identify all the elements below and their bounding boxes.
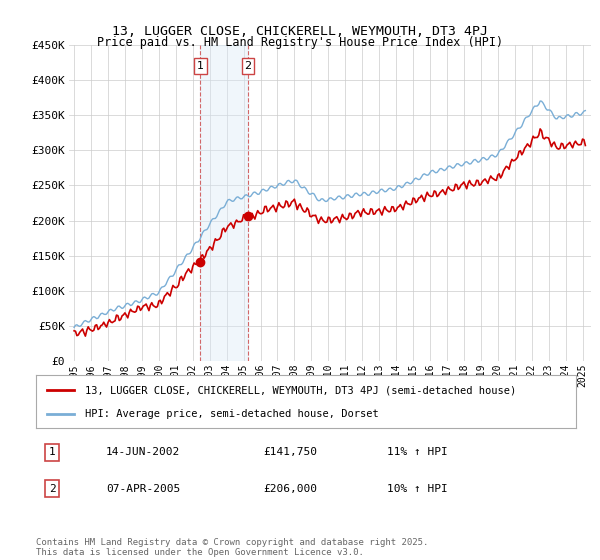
Text: 10% ↑ HPI: 10% ↑ HPI [387,484,448,493]
Text: 07-APR-2005: 07-APR-2005 [106,484,181,493]
Text: Price paid vs. HM Land Registry's House Price Index (HPI): Price paid vs. HM Land Registry's House … [97,36,503,49]
Text: 11% ↑ HPI: 11% ↑ HPI [387,447,448,457]
Text: 2: 2 [49,484,56,493]
Bar [200,45,248,361]
Text: 2: 2 [245,61,252,71]
Text: 13, LUGGER CLOSE, CHICKERELL, WEYMOUTH, DT3 4PJ (semi-detached house): 13, LUGGER CLOSE, CHICKERELL, WEYMOUTH, … [85,385,516,395]
Text: 1: 1 [197,61,204,71]
Text: 13, LUGGER CLOSE, CHICKERELL, WEYMOUTH, DT3 4PJ: 13, LUGGER CLOSE, CHICKERELL, WEYMOUTH, … [112,25,488,38]
Text: Contains HM Land Registry data © Crown copyright and database right 2025.
This d: Contains HM Land Registry data © Crown c… [36,538,428,557]
Text: 1: 1 [49,447,56,457]
Text: 14-JUN-2002: 14-JUN-2002 [106,447,181,457]
Text: HPI: Average price, semi-detached house, Dorset: HPI: Average price, semi-detached house,… [85,408,379,418]
Text: £206,000: £206,000 [263,484,317,493]
Text: £141,750: £141,750 [263,447,317,457]
